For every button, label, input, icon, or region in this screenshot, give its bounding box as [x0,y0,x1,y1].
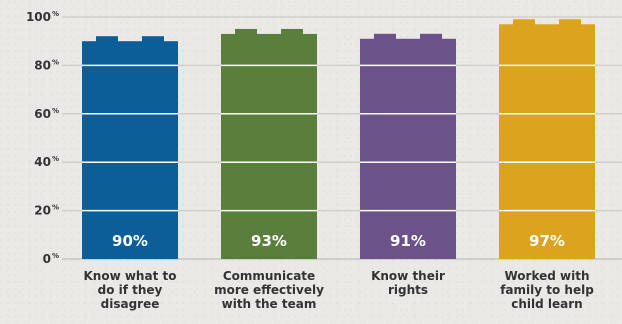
data-label-4: 97% [529,232,565,250]
bar-body-4 [499,24,595,260]
y-tick-suffix-0: % [52,252,59,260]
bar-stud-4-2 [559,19,581,26]
bar-2: 93% [221,28,317,259]
y-tick-label-60: 60 [34,107,51,121]
category-label-line: do if they [98,283,163,297]
bar-stud-4-1 [513,19,535,26]
bars: 90% 93% 91% 97% [82,19,595,260]
bar-stud-2-2 [281,28,303,35]
category-label-line: Communicate [223,269,315,283]
bar-stud-3-1 [374,33,396,40]
y-tick-suffix-40: % [52,155,59,163]
bar-stud-1-1 [96,36,118,43]
bar-4: 97% [499,19,595,260]
y-axis-ticks: 0 %20 %40 %60 %80 %100% [26,10,59,266]
category-labels: Know what to do if they disagree Communicat… [84,269,595,311]
category-label-line: rights [388,283,428,297]
bar-body-2 [221,33,317,259]
y-tick-suffix-100: % [52,10,59,18]
y-tick-suffix-80: % [52,58,59,66]
bar-stud-1-2 [142,36,164,43]
category-label-line: more effectively [214,283,324,297]
y-tick-label-100: 100 [26,10,51,24]
category-label-line: child learn [511,297,582,311]
category-label-line: Worked with [504,269,589,283]
bar-1: 90% [82,36,178,260]
data-label-2: 93% [251,232,287,250]
data-label-3: 91% [390,232,426,250]
category-label-line: with the team [222,297,317,311]
bar-body-3 [360,38,456,259]
bar-stud-2-1 [235,28,257,35]
category-label-4: Worked with family to help child learn [500,269,594,311]
category-label-line: Know their [371,269,445,283]
category-label-line: family to help [500,283,594,297]
category-label-2: Communicate more effectively with the team [214,269,324,311]
bar-stud-3-2 [420,33,442,40]
category-label-line: disagree [101,297,160,311]
y-tick-label-20: 20 [34,204,51,218]
category-label-3: Know their rights [371,269,445,297]
y-tick-suffix-60: % [52,107,59,115]
y-tick-label-0: 0 [43,252,51,266]
y-tick-label-80: 80 [34,58,51,72]
category-label-1: Know what to do if they disagree [84,269,177,311]
category-label-line: Know what to [84,269,177,283]
y-tick-suffix-20: % [52,204,59,212]
y-tick-label-40: 40 [34,155,51,169]
bar-body-1 [82,41,178,260]
data-label-1: 90% [112,232,148,250]
bar-3: 91% [360,33,456,259]
